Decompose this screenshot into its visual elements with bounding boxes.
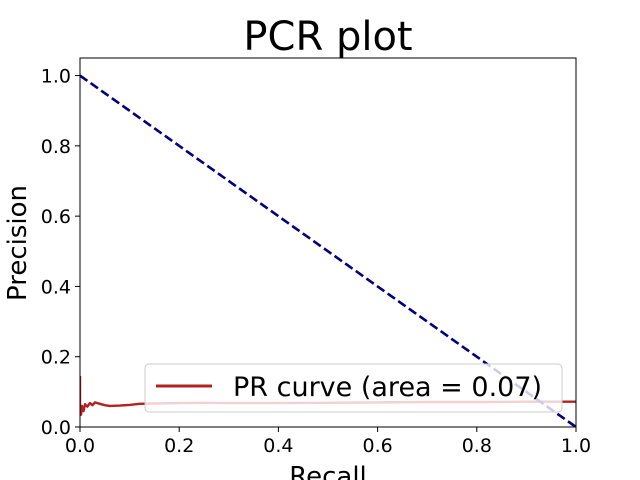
y-tick-label: 0.6 — [41, 206, 71, 228]
plot-frame — [79, 57, 577, 428]
legend-label: PR curve (area = 0.07) — [233, 372, 542, 403]
y-axis-ticks: 0.0 0.2 0.4 0.6 0.8 1.0 — [41, 66, 80, 439]
x-tick-label: 0.6 — [362, 435, 392, 457]
y-tick-label: 0.8 — [41, 136, 71, 158]
y-tick-label: 0.2 — [41, 347, 71, 369]
x-axis-ticks: 0.0 0.2 0.4 0.6 0.8 1.0 — [65, 427, 591, 457]
x-axis-label: Recall — [289, 462, 367, 480]
x-tick-label: 0.4 — [263, 435, 293, 457]
x-tick-label: 0.0 — [65, 435, 95, 457]
legend: PR curve (area = 0.07) — [144, 363, 563, 413]
y-axis-label: Precision — [3, 185, 33, 301]
y-tick-label: 0.4 — [41, 276, 71, 298]
legend-box — [144, 363, 563, 413]
y-tick-label: 1.0 — [41, 66, 71, 88]
x-tick-label: 1.0 — [561, 435, 591, 457]
x-tick-label: 0.2 — [164, 435, 194, 457]
chart-title: PCR plot — [243, 14, 412, 60]
y-tick-label: 0.0 — [41, 417, 71, 439]
diagonal-reference-line — [80, 74, 576, 427]
x-tick-label: 0.8 — [462, 435, 492, 457]
